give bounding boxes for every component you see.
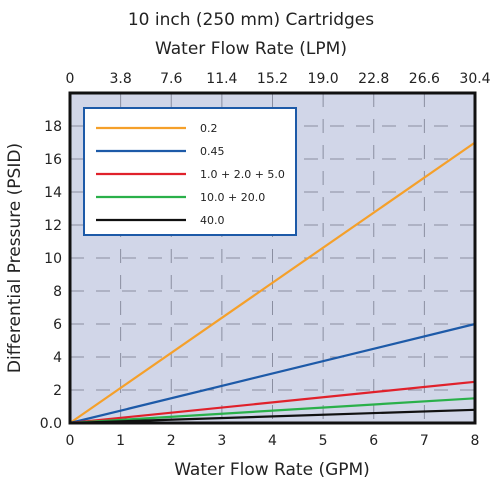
x-tick-label: 8 xyxy=(471,433,480,449)
top-tick-label: 11.4 xyxy=(206,71,237,87)
x-tick-label: 5 xyxy=(319,433,328,449)
x-tick-label: 2 xyxy=(167,433,176,449)
y-tick-label: 2 xyxy=(53,383,62,399)
x-tick-label: 0 xyxy=(66,433,75,449)
series-line xyxy=(69,408,476,425)
chart-title: 10 inch (250 mm) Cartridges xyxy=(128,10,374,30)
legend-label: 10.0 + 20.0 xyxy=(200,191,265,204)
top-tick-label: 3.8 xyxy=(109,71,131,87)
y-tick-label: 0.0 xyxy=(40,416,62,432)
top-tick-label: 7.6 xyxy=(160,71,182,87)
y-tick-label: 6 xyxy=(53,317,62,333)
legend: 0.2 0.45 1.0 + 2.0 + 5.0 10.0 + 20.0 40.0 xyxy=(83,107,297,236)
x-tick-label: 4 xyxy=(268,433,277,449)
top-tick-label: 0 xyxy=(66,71,75,87)
legend-label: 0.2 xyxy=(200,122,218,135)
y-tick-label: 16 xyxy=(44,152,62,168)
top-tick-label: 15.2 xyxy=(257,71,288,87)
x-tick-label: 3 xyxy=(217,433,226,449)
y-tick-label: 14 xyxy=(44,185,62,201)
top-axis-title: Water Flow Rate (LPM) xyxy=(155,39,347,59)
legend-label: 40.0 xyxy=(200,214,225,227)
plot-frame xyxy=(68,91,477,425)
top-axis-ticks: 0 3.8 7.6 11.4 15.2 19.0 22.8 26.6 30.4 xyxy=(66,71,491,87)
x-axis-title: Water Flow Rate (GPM) xyxy=(174,460,370,480)
y-tick-label: 18 xyxy=(44,119,62,135)
top-tick-label: 22.8 xyxy=(358,71,389,87)
legend-label: 1.0 + 2.0 + 5.0 xyxy=(200,168,285,181)
x-tick-label: 7 xyxy=(420,433,429,449)
series-line xyxy=(69,397,476,425)
legend-box xyxy=(83,107,297,236)
y-axis-title: Differential Pressure (PSID) xyxy=(5,143,25,373)
x-tick-label: 1 xyxy=(116,433,125,449)
legend-label: 0.45 xyxy=(200,145,225,158)
top-tick-label: 30.4 xyxy=(459,71,490,87)
series-line xyxy=(69,141,476,424)
y-tick-label: 8 xyxy=(53,284,62,300)
series-line xyxy=(69,380,476,425)
x-axis-ticks: 0 1 2 3 4 5 6 7 8 xyxy=(66,433,480,449)
y-axis-ticks: 0.0 2 4 6 8 10 12 14 16 18 xyxy=(40,119,62,432)
x-tick-label: 6 xyxy=(369,433,378,449)
top-tick-label: 26.6 xyxy=(409,71,440,87)
y-tick-label: 12 xyxy=(44,218,62,234)
top-tick-label: 19.0 xyxy=(308,71,339,87)
series-line xyxy=(69,322,476,425)
series-lines xyxy=(69,141,476,425)
y-tick-label: 10 xyxy=(44,251,62,267)
y-tick-label: 4 xyxy=(53,350,62,366)
